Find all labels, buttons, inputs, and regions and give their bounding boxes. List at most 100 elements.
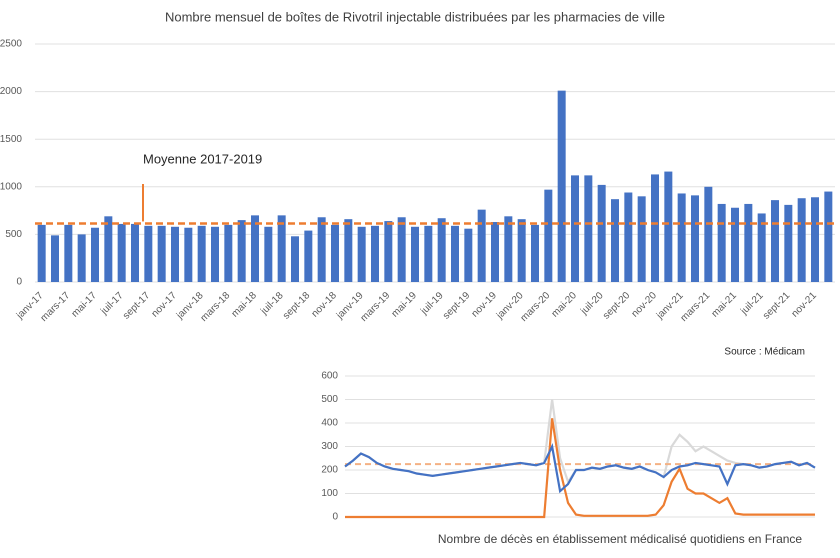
x-tick-label: sept-17 bbox=[121, 290, 153, 322]
chart-title: Nombre mensuel de boîtes de Rivotril inj… bbox=[165, 9, 665, 24]
bar bbox=[104, 216, 113, 282]
y-tick-label: 2000 bbox=[0, 86, 22, 97]
bar bbox=[624, 192, 633, 282]
annotation: Moyenne 2017-2019 bbox=[143, 151, 262, 166]
bar bbox=[184, 227, 193, 282]
line-series bbox=[345, 418, 815, 519]
bar bbox=[571, 175, 579, 282]
bar bbox=[757, 213, 766, 282]
bar bbox=[584, 175, 593, 282]
bar bbox=[37, 224, 46, 282]
bar bbox=[517, 219, 526, 282]
bar bbox=[771, 200, 779, 282]
bar bbox=[384, 221, 393, 282]
x-tick-label: mars-21 bbox=[679, 290, 713, 324]
bar bbox=[544, 189, 553, 282]
bar bbox=[651, 174, 659, 282]
bar bbox=[424, 225, 433, 282]
x-tick-label: mai-18 bbox=[230, 290, 260, 320]
x-tick-label: nov-21 bbox=[790, 290, 820, 320]
bar bbox=[677, 193, 686, 282]
bar bbox=[237, 220, 246, 282]
x-tick-label: mai-21 bbox=[710, 290, 740, 320]
x-tick-label: mars-20 bbox=[519, 290, 553, 324]
bar bbox=[211, 226, 219, 282]
bar bbox=[331, 224, 339, 282]
y-tick-label: 400 bbox=[321, 418, 338, 429]
bar bbox=[597, 184, 606, 282]
bar bbox=[451, 225, 459, 282]
bar bbox=[397, 217, 406, 282]
bar bbox=[91, 227, 99, 282]
x-tick-label: nov-18 bbox=[310, 290, 340, 320]
bar bbox=[731, 207, 739, 282]
bar bbox=[371, 225, 379, 282]
bar bbox=[744, 203, 753, 282]
bar bbox=[637, 196, 646, 282]
bar bbox=[317, 217, 326, 282]
bar bbox=[491, 222, 499, 282]
bar bbox=[77, 234, 86, 282]
bar bbox=[784, 204, 793, 282]
bar bbox=[117, 223, 126, 282]
bar bbox=[357, 226, 366, 282]
bar bbox=[691, 195, 699, 282]
bar bbox=[157, 225, 166, 282]
x-tick-label: mars-18 bbox=[199, 290, 233, 324]
source: Source : Médicam bbox=[724, 347, 805, 358]
y-tick-label: 100 bbox=[321, 488, 338, 499]
bar bbox=[197, 225, 206, 282]
y-tick-label: 500 bbox=[5, 229, 22, 240]
y-tick-label: 0 bbox=[16, 277, 22, 288]
chart-caption: Nombre de décès en établissement médical… bbox=[438, 532, 803, 546]
bar bbox=[704, 186, 713, 282]
x-tick-label: mars-17 bbox=[39, 290, 73, 324]
bar bbox=[464, 228, 473, 282]
y-tick-label: 2500 bbox=[0, 39, 22, 50]
bar bbox=[51, 235, 59, 282]
y-tick-label: 1500 bbox=[0, 134, 22, 145]
x-tick-label: nov-19 bbox=[470, 290, 500, 320]
bar bbox=[224, 224, 233, 282]
bar bbox=[411, 226, 419, 282]
bar bbox=[611, 199, 619, 282]
bar bbox=[344, 219, 353, 282]
x-tick-label: mai-20 bbox=[550, 290, 580, 320]
bar bbox=[277, 215, 286, 282]
bar bbox=[811, 197, 819, 282]
x-tick-label: mars-19 bbox=[359, 290, 393, 324]
bar bbox=[531, 224, 539, 282]
bar bbox=[144, 225, 153, 282]
y-tick-label: 300 bbox=[321, 441, 338, 452]
y-tick-label: 500 bbox=[321, 394, 338, 405]
bar bbox=[171, 226, 179, 282]
bar bbox=[717, 203, 726, 282]
bar bbox=[824, 191, 833, 282]
bar bbox=[264, 226, 273, 282]
y-tick-label: 0 bbox=[332, 512, 338, 523]
bar bbox=[557, 90, 566, 282]
y-tick-label: 200 bbox=[321, 465, 338, 476]
x-tick-label: mai-19 bbox=[390, 290, 420, 320]
bar bbox=[664, 171, 673, 282]
x-tick-label: nov-20 bbox=[630, 290, 660, 320]
bar bbox=[304, 230, 313, 282]
bar bbox=[291, 236, 299, 282]
bar bbox=[477, 209, 486, 282]
bar bbox=[131, 223, 139, 282]
x-tick-label: mai-17 bbox=[70, 290, 100, 320]
bar bbox=[797, 198, 806, 282]
x-tick-label: sept-18 bbox=[281, 290, 313, 322]
y-tick-label: 600 bbox=[321, 371, 338, 382]
bar bbox=[437, 218, 446, 282]
x-tick-label: sept-20 bbox=[601, 290, 633, 322]
bar bbox=[251, 215, 259, 282]
bar bbox=[504, 216, 513, 282]
x-tick-label: nov-17 bbox=[150, 290, 180, 320]
y-tick-label: 1000 bbox=[0, 181, 22, 192]
line-series bbox=[344, 442, 816, 494]
x-tick-label: sept-21 bbox=[761, 290, 793, 322]
bar bbox=[64, 224, 73, 282]
x-tick-label: sept-19 bbox=[441, 290, 473, 322]
